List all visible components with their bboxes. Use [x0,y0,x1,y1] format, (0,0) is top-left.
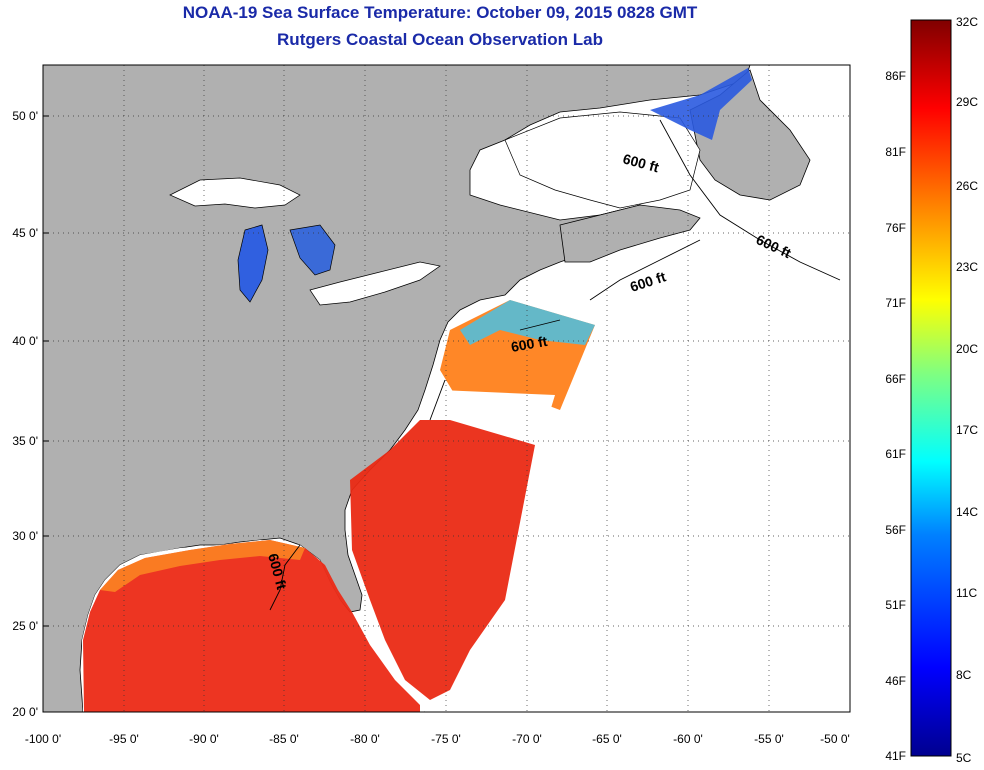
lake-superior [169,177,301,209]
colorbar-fahrenheit-label: 66F [885,372,906,386]
lake-michigan [237,224,269,303]
gulf-st-lawrence [504,111,701,209]
x-tick-label: -80 0' [350,732,380,746]
colorbar-fahrenheit-label: 46F [885,674,906,688]
x-axis: -100 0' -95 0' -90 0' -85 0' -80 0' -75 … [25,732,850,746]
y-tick-label: 40 0' [12,334,38,348]
colorbar-celsius-label: 23C [956,260,978,274]
colorbar-celsius-label: 29C [956,95,978,109]
lake-erie-ontario [309,261,441,306]
x-tick-label: -50 0' [820,732,850,746]
y-tick-label: 35 0' [12,434,38,448]
sst-swath-newfoundland [650,68,752,140]
y-axis: 50 0' 45 0' 40 0' 35 0' 30 0' 25 0' 20 0… [12,109,49,719]
colorbar-fahrenheit-label: 86F [885,69,906,83]
x-tick-label: -70 0' [512,732,542,746]
colorbar-fahrenheit-label: 56F [885,523,906,537]
land-maritimes [559,204,701,263]
colorbar-fahrenheit-label: 71F [885,296,906,310]
colorbar-celsius-label: 8C [956,668,972,682]
x-tick-label: -85 0' [269,732,299,746]
x-tick-label: -100 0' [25,732,61,746]
colorbar: 32C 29C 26C 23C 20C 17C 14C 11C 8C 5C 86… [885,15,978,765]
y-tick-label: 20 0' [12,705,38,719]
colorbar-gradient [910,19,952,757]
x-tick-label: -75 0' [431,732,461,746]
sst-swath-gulf [83,540,420,712]
colorbar-celsius-label: 11C [956,586,977,600]
contour-label: 600 ft [510,333,549,355]
map-subtitle: Rutgers Coastal Ocean Observation Lab [277,30,603,49]
y-tick-label: 30 0' [12,529,38,543]
y-tick-label: 50 0' [12,109,38,123]
x-tick-label: -55 0' [754,732,784,746]
lake-huron [289,224,336,276]
colorbar-fahrenheit-label: 76F [885,221,906,235]
colorbar-celsius-label: 17C [956,423,978,437]
map-frame [42,64,851,713]
colorbar-fahrenheit-label: 51F [885,598,906,612]
colorbar-celsius-label: 5C [956,751,972,765]
y-tick-label: 25 0' [12,619,38,633]
sst-swath-ne-shelf-cool [460,300,595,345]
colorbar-fahrenheit-label: 41F [885,749,906,763]
sst-swath-atlantic [350,420,535,700]
x-tick-label: -65 0' [592,732,622,746]
map-title: NOAA-19 Sea Surface Temperature: October… [182,3,698,22]
colorbar-celsius-label: 26C [956,179,978,193]
colorbar-celsius-label: 20C [956,342,978,356]
colorbar-celsius-label: 32C [956,15,978,29]
colorbar-celsius-label: 14C [956,505,978,519]
y-tick-label: 45 0' [12,226,38,240]
x-tick-label: -60 0' [673,732,703,746]
colorbar-fahrenheit-label: 61F [885,447,906,461]
x-tick-label: -95 0' [109,732,139,746]
colorbar-fahrenheit-label: 81F [885,145,906,159]
depth-contour-600ft [269,119,841,611]
x-tick-label: -90 0' [189,732,219,746]
swath-gap [440,390,555,418]
sst-swath-gulf-cool-edge [100,540,305,592]
